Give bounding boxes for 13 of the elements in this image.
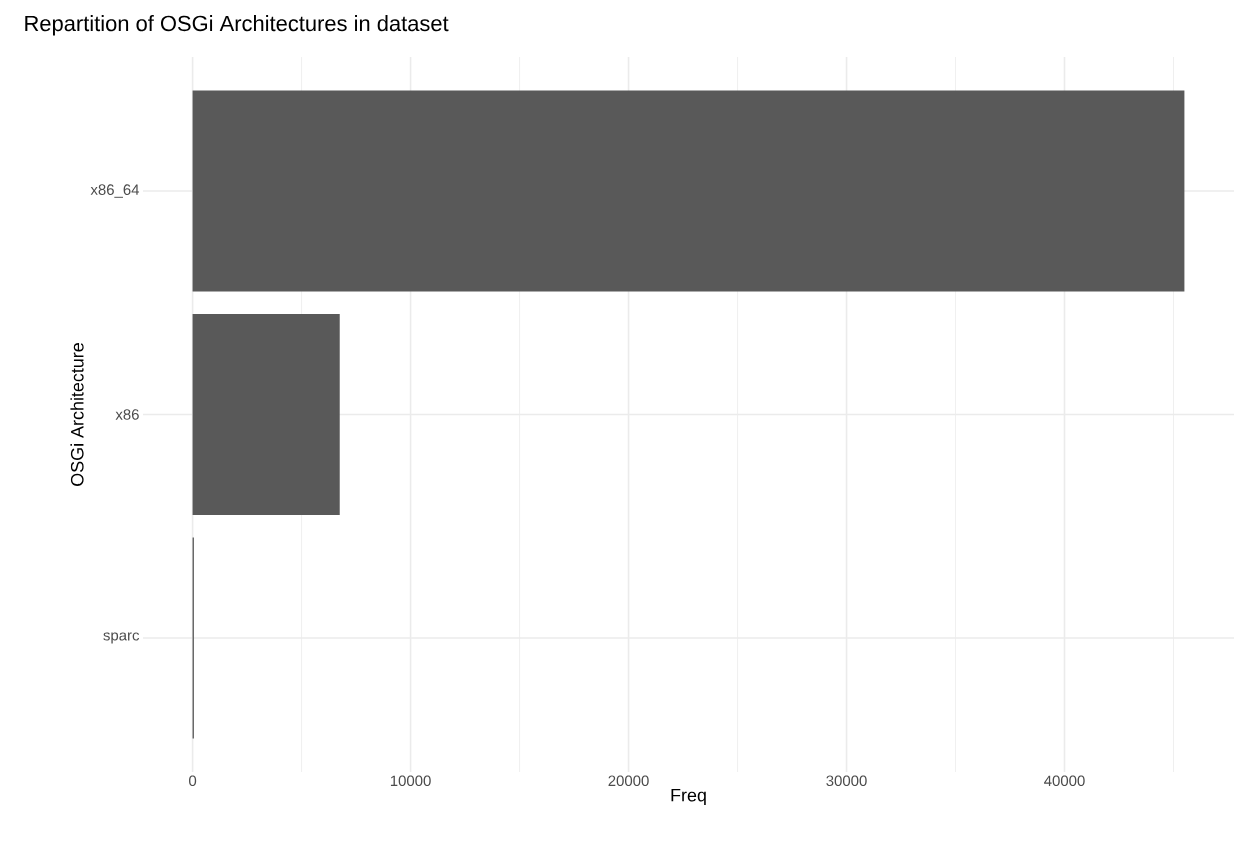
x-tick-label: 30000 [826, 775, 867, 787]
y-tick-label: sparc [103, 632, 140, 644]
x-tick-label: 0 [189, 775, 197, 787]
y-tick-label: x86 [115, 409, 139, 420]
x-tick-label: 40000 [1044, 775, 1085, 787]
y-axis-title: OSGi Architecture [70, 343, 84, 486]
chart-title: Repartition of OSGi Architectures in dataset [25, 15, 449, 36]
bar [192, 90, 1185, 292]
x-tick-label: 10000 [390, 775, 431, 787]
bar [192, 313, 340, 516]
x-tick-label: 20000 [608, 775, 649, 787]
y-tick-label: x86_64 [90, 184, 140, 198]
x-axis-title: Freq [671, 788, 706, 806]
